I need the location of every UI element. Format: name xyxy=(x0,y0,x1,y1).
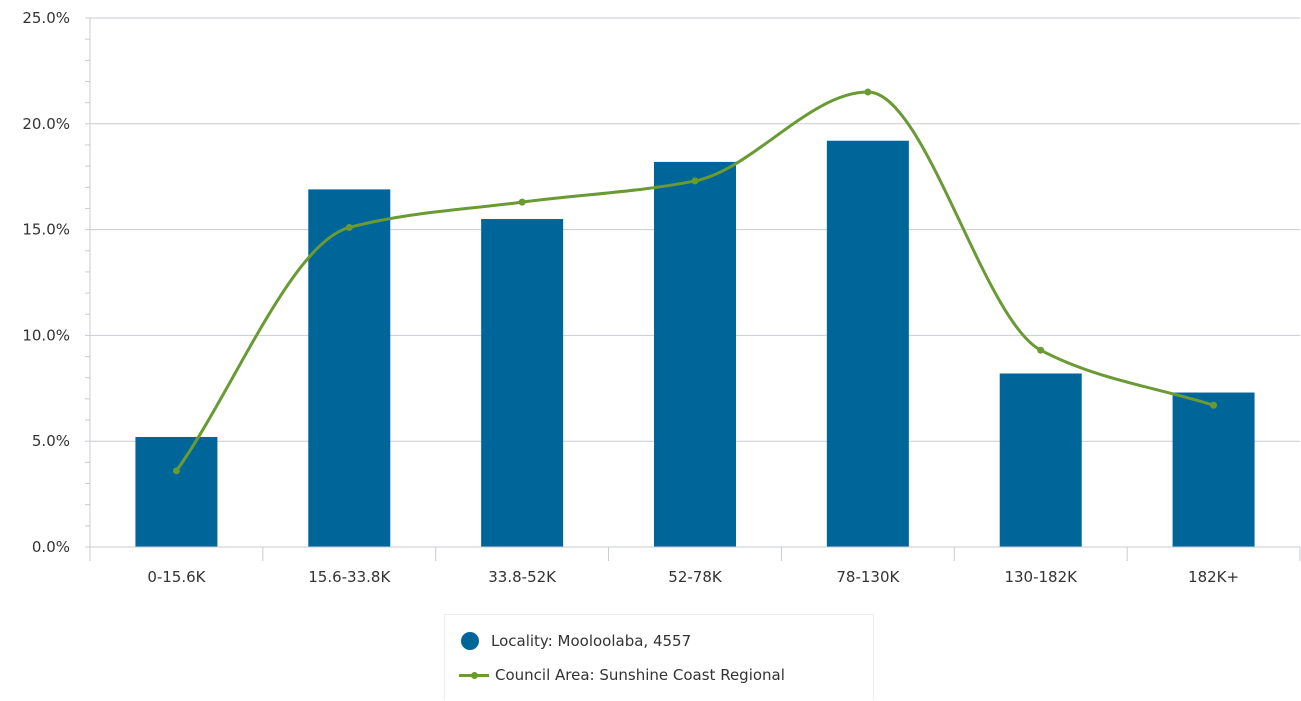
x-tick-label: 182K+ xyxy=(1188,568,1239,586)
y-tick-label: 15.0% xyxy=(22,221,70,239)
line-point xyxy=(1037,346,1045,354)
legend-label-locality: Locality: Mooloolaba, 4557 xyxy=(491,632,692,650)
y-axis-tick-labels: 0.0% 5.0% 10.0% 15.0% 20.0% 25.0% xyxy=(22,9,70,556)
y-tick-label: 5.0% xyxy=(32,432,70,450)
bar xyxy=(481,219,564,547)
x-tick-label: 33.8-52K xyxy=(488,568,557,586)
x-tick-label: 15.6-33.8K xyxy=(308,568,391,586)
bar-series xyxy=(135,140,1255,547)
y-tick-label: 20.0% xyxy=(22,115,70,133)
y-tick-label: 10.0% xyxy=(22,326,70,344)
line-point xyxy=(691,177,699,185)
legend-item-council-area[interactable]: Council Area: Sunshine Coast Regional xyxy=(459,663,785,687)
bar xyxy=(999,373,1082,547)
x-axis-tick-labels: 0-15.6K 15.6-33.8K 33.8-52K 52-78K 78-130K 13… xyxy=(147,568,1239,586)
legend-item-locality[interactable]: Locality: Mooloolaba, 4557 xyxy=(459,629,691,653)
bar xyxy=(135,436,218,547)
x-tick-label: 130-182K xyxy=(1004,568,1078,586)
line-point xyxy=(1210,401,1218,409)
bar xyxy=(308,189,391,547)
line-point xyxy=(518,198,526,206)
bar xyxy=(1172,392,1255,547)
y-tick-label: 25.0% xyxy=(22,9,70,27)
bar xyxy=(654,161,736,547)
legend-dot-icon xyxy=(461,632,479,650)
legend-label-council-area: Council Area: Sunshine Coast Regional xyxy=(495,666,785,684)
x-tick-label: 52-78K xyxy=(668,568,723,586)
y-tick-label: 0.0% xyxy=(32,538,70,556)
line-point xyxy=(864,88,872,96)
x-axis xyxy=(89,18,1301,561)
legend-line-marker-icon xyxy=(471,671,478,679)
x-tick-label: 0-15.6K xyxy=(147,568,206,586)
legend: Locality: Mooloolaba, 4557 Council Area:… xyxy=(444,614,874,700)
line-series xyxy=(172,88,1218,475)
legend-line-icon xyxy=(459,671,489,679)
x-tick-label: 78-130K xyxy=(836,568,900,586)
bar xyxy=(826,140,909,547)
line-point xyxy=(345,223,353,231)
line-point xyxy=(172,467,180,475)
